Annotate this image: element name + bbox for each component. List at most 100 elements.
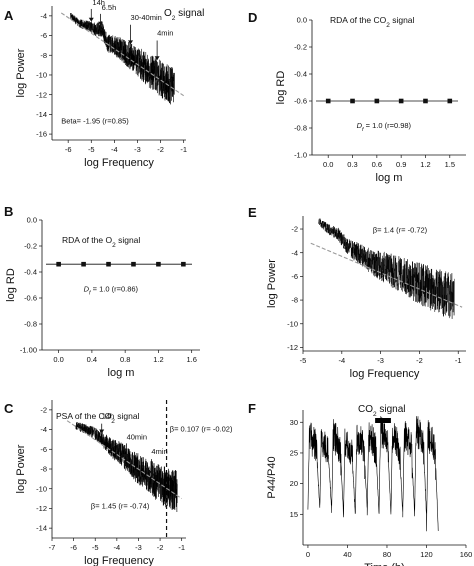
y-tick-label-d: -0.4: [294, 70, 307, 79]
x-tick-label-a: -1: [180, 145, 187, 154]
data-point-b: [156, 261, 161, 267]
annotation-a: 6.5h: [102, 3, 117, 12]
panel-letter-e: E: [248, 205, 257, 220]
y-tick-label-d: -0.6: [294, 97, 307, 106]
x-tick-label-d: 0.0: [323, 160, 333, 169]
data-point-d: [325, 98, 331, 104]
x-tick-label-d: 1.2: [420, 160, 430, 169]
panel-letter-c: C: [4, 401, 14, 416]
title-tail: signal: [116, 235, 141, 245]
arrow-head-c: [99, 429, 105, 434]
y-tick-label-b: -1.00: [20, 346, 37, 355]
panel-letter-d: D: [248, 10, 257, 25]
x-tick-label-f: 0: [306, 550, 310, 559]
panel-letter-b: B: [4, 204, 13, 219]
arrow-head-a: [154, 56, 160, 61]
regression-line-e: [310, 242, 463, 308]
y-tick-label-f: 30: [290, 418, 298, 427]
y-axis-label-a: log Power: [15, 48, 27, 97]
x-tick-label-b: 1.2: [153, 355, 163, 364]
annotation-a: 30-40min: [131, 13, 162, 22]
annotation-a: Beta= -1.95 (r=0.85): [61, 116, 129, 125]
x-tick-label-f: 80: [383, 550, 391, 559]
x-tick-label-d: 0.6: [372, 160, 382, 169]
data-point-b: [56, 261, 61, 267]
annotation-a: 4min: [157, 29, 173, 38]
data-point-b: [81, 261, 86, 267]
x-tick-label-b: 0.4: [87, 355, 97, 364]
chart-panel-a: -6 -5 -4 -3 -2 -1 -4 -6 -8 -10 -12 -14 -16 log Freque…: [15, 0, 204, 169]
y-tick-label-d: 0.0: [297, 16, 307, 25]
data-point-b: [181, 261, 186, 267]
title-subscript: 2: [172, 15, 176, 22]
annotation-b: Df = 1.0 (r=0.86): [84, 285, 139, 297]
y-tick-label-b: -0.6: [24, 294, 37, 303]
x-tick-label-a: -3: [134, 145, 141, 154]
annotation-main: D: [84, 285, 90, 294]
x-tick-label-e: -1: [455, 356, 462, 365]
y-tick-label-a: -4: [40, 11, 47, 20]
y-tick-label-a: -16: [36, 130, 47, 139]
panel-title-d: RDA of the CO2 signal: [330, 15, 415, 29]
y-tick-label-c: -12: [36, 504, 47, 513]
x-axis-label-f: Time (h): [364, 562, 405, 566]
arrow-head-c: [124, 454, 130, 459]
panel-title-f: CO2 signal: [358, 404, 406, 418]
x-axis-label-d: log m: [376, 172, 403, 184]
annotation-subscript: f: [362, 127, 364, 133]
y-tick-label-e: -6: [291, 272, 298, 281]
data-point-d: [447, 98, 453, 104]
title-subscript: 2: [386, 22, 390, 29]
y-axis-label-b: log RD: [5, 268, 17, 302]
x-tick-label-c: -1: [178, 543, 185, 552]
x-tick-label-a: -6: [65, 145, 72, 154]
chart-panel-e: -5 -4 -3 -2 -1 -2 -4 -6 -8 -10 -12 log Frequency log…: [266, 216, 466, 380]
y-tick-label-e: -12: [287, 343, 298, 352]
x-tick-label-a: -2: [157, 145, 164, 154]
chart-panel-d: 0.0 0.3 0.6 0.9 1.2 1.5 0.0 -0.2 -0.4 -0.6 -0.8 -1.…: [275, 15, 466, 184]
y-tick-label-d: -0.2: [294, 43, 307, 52]
panel-title-c: PSA of the CO2 signal: [56, 411, 140, 425]
series-oscillation-f: [307, 416, 439, 532]
y-tick-label-c: -4: [40, 425, 47, 434]
y-tick-label-b: -0.8: [24, 320, 37, 329]
x-tick-label-b: 0.0: [53, 355, 63, 364]
y-tick-label-f: 20: [290, 479, 298, 488]
data-point-d: [398, 98, 404, 104]
y-tick-label-f: 25: [290, 449, 298, 458]
annotation-subscript: f: [89, 291, 91, 297]
x-tick-label-b: 1.6: [186, 355, 196, 364]
y-tick-label-b: 0.0: [27, 216, 37, 225]
title-subscript: 2: [373, 411, 377, 418]
x-tick-label-b: 0.8: [120, 355, 130, 364]
y-tick-label-c: -6: [40, 445, 47, 454]
y-axis-label-e: log Power: [266, 259, 278, 308]
x-tick-label-c: -2: [157, 543, 164, 552]
chart-panel-c: -7 -6 -5 -4 -3 -2 -1 -2 -4 -6 -8 -10 -12 -14 log Frequ…: [15, 400, 233, 566]
x-tick-label-e: -3: [377, 356, 384, 365]
y-axis-label-c: log Power: [15, 444, 27, 493]
arrow-head-c: [148, 470, 154, 475]
x-tick-label-c: -4: [114, 543, 121, 552]
y-tick-label-e: -10: [287, 319, 298, 328]
signal-bar-f: [375, 418, 391, 423]
x-tick-label-d: 0.3: [347, 160, 357, 169]
x-tick-label-c: -7: [49, 543, 56, 552]
y-tick-label-b: -0.2: [24, 242, 37, 251]
x-tick-label-a: -5: [88, 145, 95, 154]
title-subscript: 2: [112, 242, 116, 249]
series-noisy-e: [318, 218, 455, 319]
data-point-d: [423, 98, 428, 104]
x-tick-label-e: -2: [416, 356, 423, 365]
title-tail: signal: [377, 404, 406, 415]
annotation-a: 14h: [92, 0, 105, 7]
x-tick-label-a: -4: [111, 145, 118, 154]
title-main: PSA of the CO: [56, 411, 112, 421]
annotation-c: β= 0.107 (r= -0.02): [170, 425, 233, 434]
annotation-tail: = 1.0 (r=0.98): [364, 121, 412, 130]
annotation-c: β= 1.45 (r= -0.74): [91, 501, 150, 510]
y-tick-label-e: -8: [291, 296, 298, 305]
data-point-b: [131, 261, 136, 267]
